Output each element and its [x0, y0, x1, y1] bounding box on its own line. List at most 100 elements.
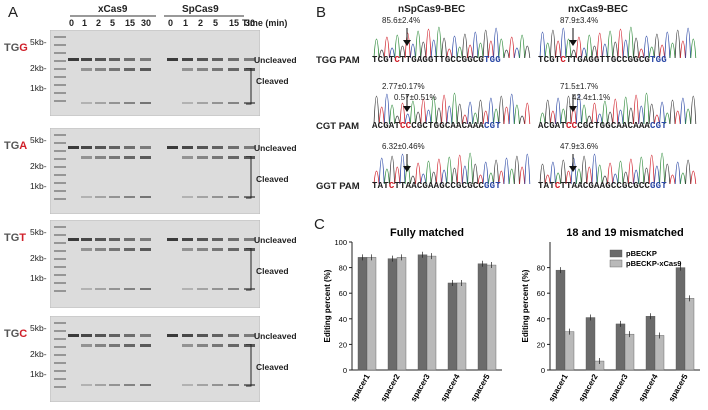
time-unit: Time (min) — [242, 18, 288, 28]
chromatogram-trace — [373, 26, 531, 59]
y-tick-label: 40 — [339, 315, 347, 324]
col-title-nxcas9: nxCas9-BEC — [568, 4, 629, 15]
y-axis-label: Editing percent (%) — [323, 269, 332, 342]
uncleaved-label: Uncleaved — [254, 235, 297, 245]
ladder-label: 2kb- — [30, 63, 47, 73]
arrow-icon — [569, 94, 577, 112]
bar — [366, 257, 377, 371]
bar — [585, 317, 596, 371]
time-label: 0 — [69, 18, 75, 28]
ladder-label: 1kb- — [30, 273, 47, 283]
y-tick-label: 80 — [339, 264, 347, 273]
ladder-label: 1kb- — [30, 83, 47, 93]
y-tick-label: 20 — [537, 340, 545, 349]
editing-annotation: 87.9±3.4% — [560, 16, 599, 25]
uncleaved-label: Uncleaved — [254, 143, 297, 153]
legend-swatch — [609, 259, 623, 268]
x-tick-label: spacer2 — [577, 372, 600, 403]
ladder-label: 2kb- — [30, 253, 47, 263]
y-axis-label: Editing percent (%) — [521, 269, 530, 342]
cleaved-bracket — [246, 344, 252, 387]
sequence-text: TATCTTAACGAAGCCGCGCCGGT — [538, 181, 667, 191]
y-tick-label: 80 — [537, 264, 545, 273]
arrow-icon — [403, 28, 411, 46]
bar — [357, 257, 368, 371]
time-label: 15 — [229, 18, 240, 28]
time-label: 15 — [125, 18, 136, 28]
gel-image — [50, 316, 260, 402]
cleaved-label: Cleaved — [256, 362, 289, 372]
sequence-text: ACGATCCCGCTGGCAACAAACGT — [538, 121, 667, 131]
x-tick-label: spacer1 — [349, 372, 372, 403]
x-tick-label: spacer5 — [667, 372, 690, 403]
bar — [624, 333, 635, 371]
cleaved-label: Cleaved — [256, 174, 289, 184]
bar — [645, 316, 656, 371]
y-tick-label: 100 — [334, 238, 347, 247]
arrow-icon — [569, 154, 577, 172]
x-tick-label: spacer2 — [379, 372, 402, 403]
time-label: 5 — [213, 18, 219, 28]
editing-annotation: 42.4±1.1% — [572, 93, 611, 102]
editing-annotation: 0.57±0.51% — [394, 93, 437, 102]
arrow-icon — [569, 28, 577, 46]
bar — [426, 255, 437, 371]
bar — [615, 323, 626, 371]
uncleaved-label: Uncleaved — [254, 55, 297, 65]
bar — [456, 282, 467, 371]
bar — [684, 298, 695, 371]
sequence-text: TCGTCTTGAGGTTGCCGGCGTGG — [372, 55, 501, 65]
gel-pam-label: TGT — [4, 232, 27, 244]
pam-row-label: CGT PAM — [316, 121, 360, 132]
y-tick-label: 40 — [537, 315, 545, 324]
y-tick-label: 60 — [537, 289, 545, 298]
panel-a-letter: A — [8, 4, 19, 21]
cleaved-label: Cleaved — [256, 266, 289, 276]
gel-image — [50, 220, 260, 308]
chromatogram-trace — [539, 26, 697, 59]
panel-b-letter: B — [316, 4, 327, 21]
legend-label: pBECKP — [626, 249, 657, 258]
time-label: 2 — [96, 18, 102, 28]
uncleaved-label: Uncleaved — [254, 331, 297, 341]
chromatogram-trace — [539, 152, 697, 185]
cleaved-bracket — [246, 68, 252, 105]
ladder-label: 5kb- — [30, 227, 47, 237]
bar — [555, 269, 566, 371]
ladder-label: 5kb- — [30, 37, 47, 47]
chart-mismatched: 18 and 19 mismatched Editing percent (%) 0… — [521, 227, 700, 403]
pam-row-label: GGT PAM — [316, 181, 360, 192]
time-label: 1 — [82, 18, 88, 28]
cleaved-bracket — [246, 156, 252, 199]
gel-pam-label: TGA — [4, 140, 28, 152]
bar — [387, 258, 398, 371]
x-tick-label: spacer1 — [547, 372, 570, 403]
enzyme-brackets — [70, 15, 244, 17]
chart-title: Fully matched — [390, 227, 464, 239]
ladder-label: 2kb- — [30, 349, 47, 359]
bar — [447, 282, 458, 371]
y-tick-label: 20 — [339, 340, 347, 349]
arrow-icon — [403, 94, 411, 112]
time-label: 2 — [198, 18, 204, 28]
chart-fully-matched: Fully matched Editing percent (%) 0 20 40 60 8… — [323, 227, 502, 403]
x-tick-label: spacer4 — [637, 372, 660, 403]
y-tick-label: 0 — [541, 366, 545, 375]
ladder-label: 2kb- — [30, 161, 47, 171]
bar — [675, 267, 686, 371]
gel-image — [50, 128, 260, 214]
bar — [477, 263, 488, 371]
gel-pam-label: TGC — [4, 328, 28, 340]
chart-title: 18 and 19 mismatched — [566, 227, 683, 239]
chromatogram-trace — [373, 92, 531, 125]
editing-annotation: 71.5±1.7% — [560, 82, 599, 91]
enzyme-label-xcas9: xCas9 — [98, 4, 128, 15]
chromatogram-trace — [539, 92, 697, 125]
cleaved-bracket — [246, 248, 252, 291]
ladder-label: 1kb- — [30, 181, 47, 191]
x-tick-label: spacer3 — [607, 372, 630, 403]
time-label: 5 — [110, 18, 116, 28]
gel-pam-label: TGG — [4, 42, 28, 54]
bar — [654, 335, 665, 371]
bar — [486, 264, 497, 371]
